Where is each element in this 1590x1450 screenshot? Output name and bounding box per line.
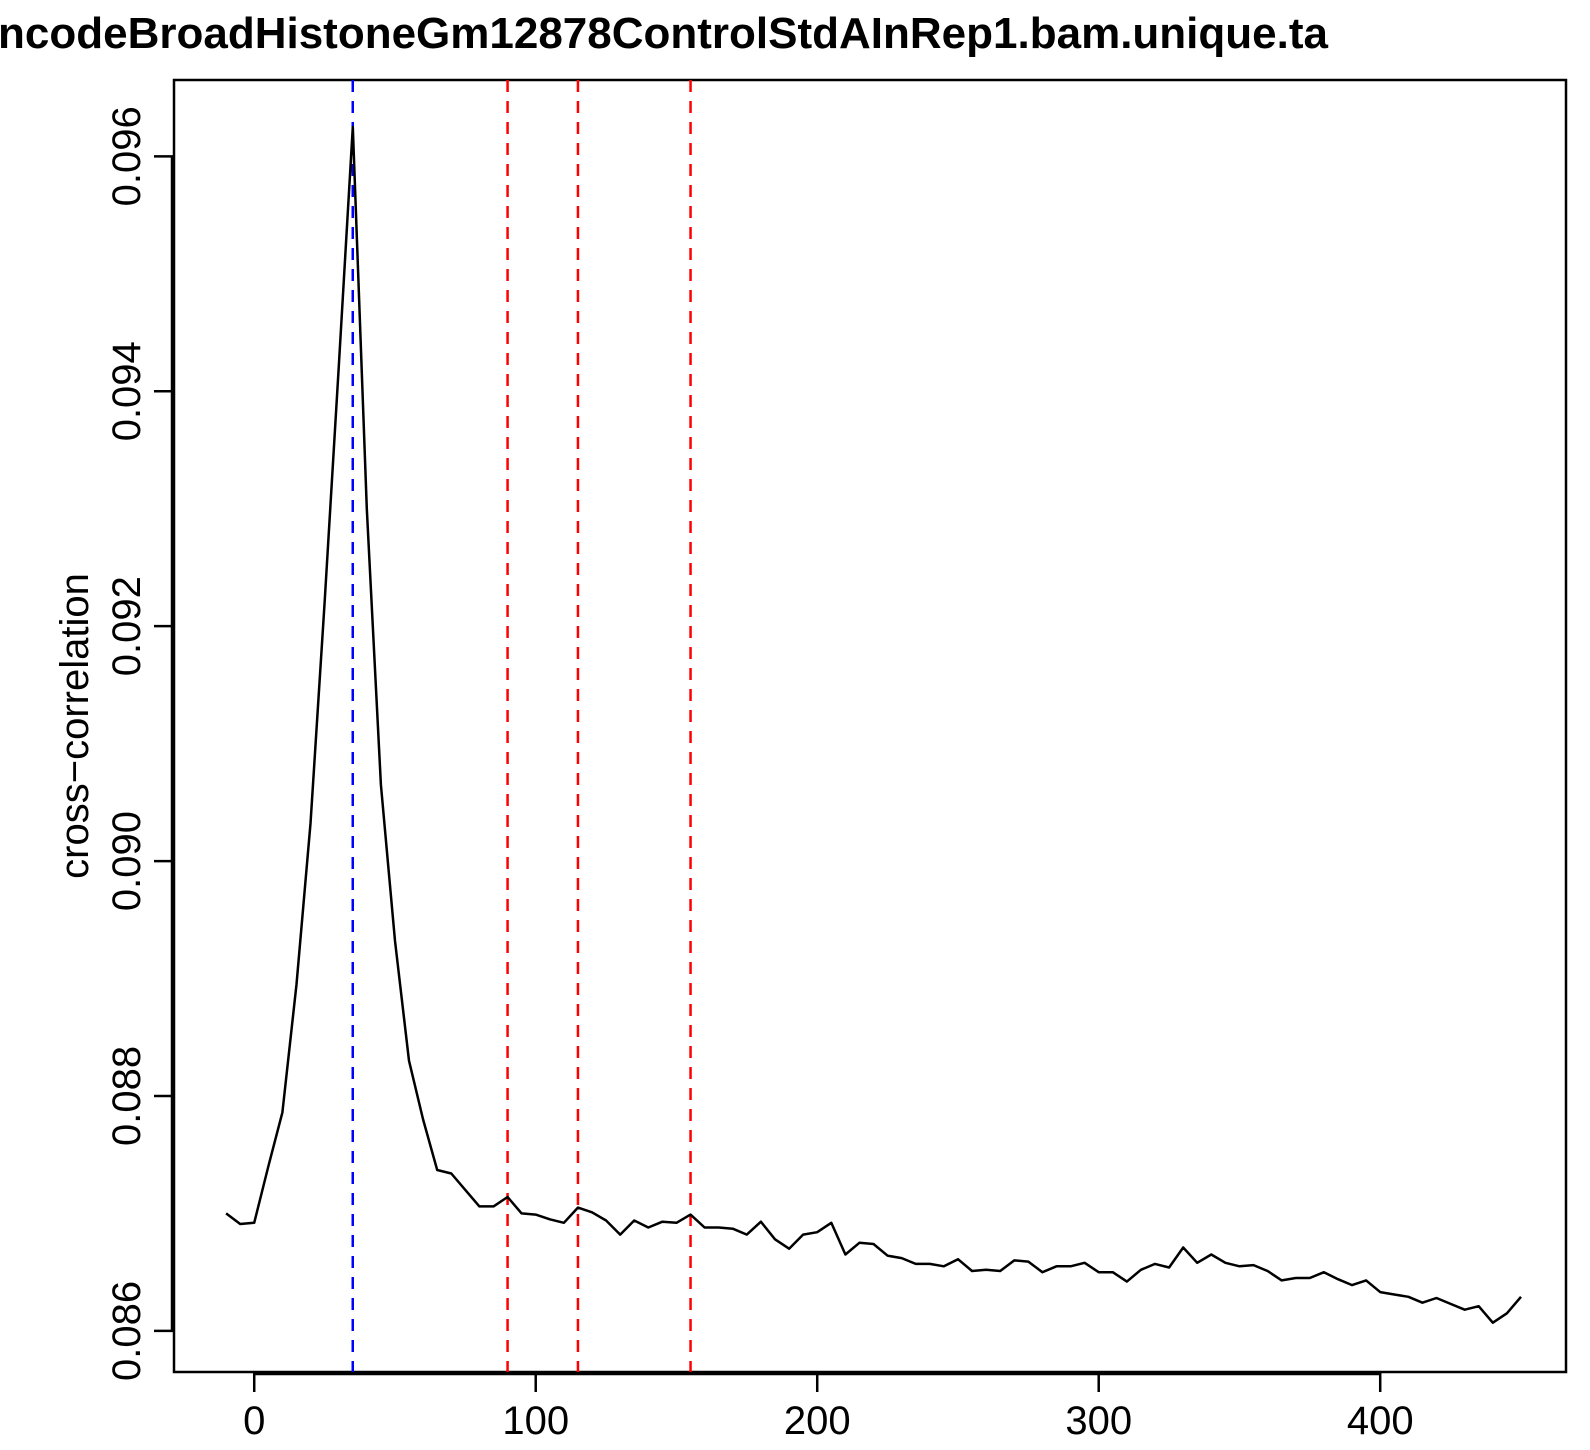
x-tick-label-2: 200 xyxy=(784,1399,851,1443)
series-line xyxy=(225,125,1522,1324)
y-tick-label-3: 0.092 xyxy=(105,576,149,676)
y-tick-label-1: 0.088 xyxy=(105,1046,149,1146)
x-tick-label-4: 400 xyxy=(1347,1399,1414,1443)
y-tick-label-5: 0.096 xyxy=(105,106,149,206)
y-tick-label-2: 0.090 xyxy=(105,811,149,911)
y-tick-label-4: 0.094 xyxy=(105,341,149,441)
chart-title: ncodeBroadHistoneGm12878ControlStdAInRep… xyxy=(0,9,1328,58)
x-axis: 0 100 200 300 400 xyxy=(243,1372,1414,1443)
x-tick-label-1: 100 xyxy=(502,1399,569,1443)
reference-lines xyxy=(351,80,692,1372)
y-axis: 0.086 0.088 0.090 0.092 0.094 0.096 xyxy=(105,106,174,1381)
y-axis-label: cross−correlation xyxy=(53,573,97,879)
y-tick-label-0: 0.086 xyxy=(105,1281,149,1381)
x-tick-label-3: 300 xyxy=(1065,1399,1132,1443)
x-tick-label-0: 0 xyxy=(243,1399,265,1443)
plot-frame xyxy=(172,78,1568,1374)
